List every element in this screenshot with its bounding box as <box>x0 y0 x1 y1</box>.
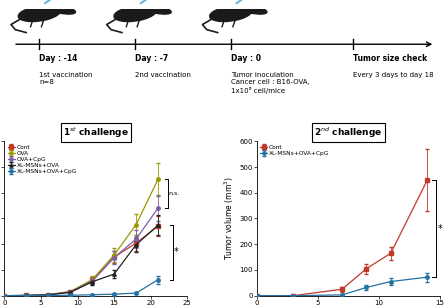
Text: n.s.: n.s. <box>168 191 179 196</box>
Legend: Cont, XL-MSNs+OVA+CpG: Cont, XL-MSNs+OVA+CpG <box>260 144 330 156</box>
Text: Tumor size check: Tumor size check <box>353 55 427 63</box>
Ellipse shape <box>210 6 252 22</box>
Ellipse shape <box>159 3 168 5</box>
Text: *: * <box>173 247 178 257</box>
Ellipse shape <box>18 6 60 22</box>
Title: 2$^{nd}$ challenge: 2$^{nd}$ challenge <box>314 125 382 140</box>
Ellipse shape <box>63 3 72 5</box>
Ellipse shape <box>45 4 75 14</box>
Text: 1st vaccination
n=8: 1st vaccination n=8 <box>39 72 93 85</box>
Text: 2nd vaccination: 2nd vaccination <box>135 72 191 78</box>
Y-axis label: Tumor volume (mm$^3$): Tumor volume (mm$^3$) <box>223 176 236 260</box>
Ellipse shape <box>254 3 264 5</box>
Text: Day : 0: Day : 0 <box>231 55 261 63</box>
Text: Day : -7: Day : -7 <box>135 55 168 63</box>
Text: *: * <box>438 224 443 233</box>
Text: Every 3 days to day 18: Every 3 days to day 18 <box>353 72 433 78</box>
Ellipse shape <box>236 4 267 14</box>
Text: Day : -14: Day : -14 <box>39 55 78 63</box>
Legend: Cont, OVA, OVA+CpG, XL-MSNs+OVA, XL-MSNs+OVA+CpG: Cont, OVA, OVA+CpG, XL-MSNs+OVA, XL-MSNs… <box>8 144 78 174</box>
Text: Tumor inoculation
Cancer cell : B16-OVA,
1x10⁶ cell/mice: Tumor inoculation Cancer cell : B16-OVA,… <box>231 72 309 94</box>
Ellipse shape <box>114 6 156 22</box>
Ellipse shape <box>141 4 171 14</box>
Title: 1$^{st}$ challenge: 1$^{st}$ challenge <box>63 125 129 140</box>
